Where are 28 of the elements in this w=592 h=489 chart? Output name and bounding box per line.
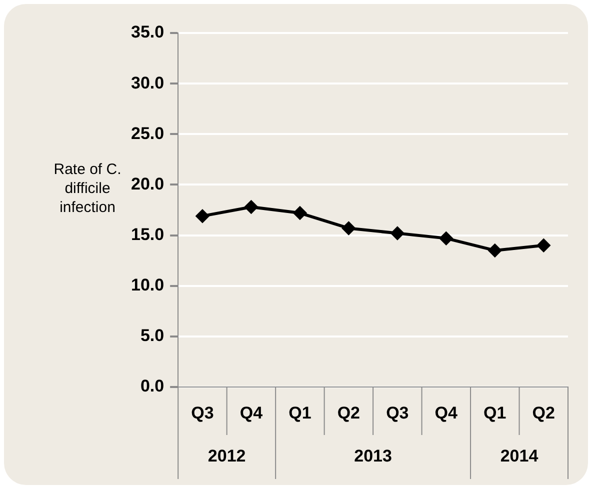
x-tick-label: Q4 <box>434 404 458 423</box>
text: 2014 <box>500 446 539 466</box>
x-tick-label: Q2 <box>532 404 555 423</box>
y-tick-label: 5.0 <box>140 326 164 346</box>
text: 2013 <box>354 446 392 466</box>
x-tick-label: Q3 <box>191 404 214 423</box>
point <box>390 226 404 240</box>
y-tick-label: 30.0 <box>130 73 164 92</box>
x-tick-label: Q1 <box>484 404 506 423</box>
y-axis-title: Rate of C. difficile infection <box>54 161 122 216</box>
y-tick-label: 20.0 <box>130 174 164 194</box>
text: 2012 <box>208 446 246 466</box>
x-tick-label: Q1 <box>288 404 312 423</box>
y-tick-label: 15.0 <box>130 224 164 244</box>
point <box>196 210 209 223</box>
y-tick-label: 25.0 <box>130 124 164 143</box>
y-tick-label: 0.0 <box>140 376 164 396</box>
y-tick-label: 35.0 <box>130 22 164 42</box>
point <box>488 244 502 257</box>
point <box>244 200 258 214</box>
point <box>537 238 550 252</box>
y-tick-label: 10.0 <box>130 276 164 295</box>
x-tick-label: Q3 <box>386 404 409 423</box>
point <box>293 206 306 220</box>
x-tick-label: Q4 <box>240 404 264 423</box>
point <box>440 232 453 245</box>
x-tick-label: Q2 <box>337 404 360 423</box>
point <box>342 222 356 235</box>
